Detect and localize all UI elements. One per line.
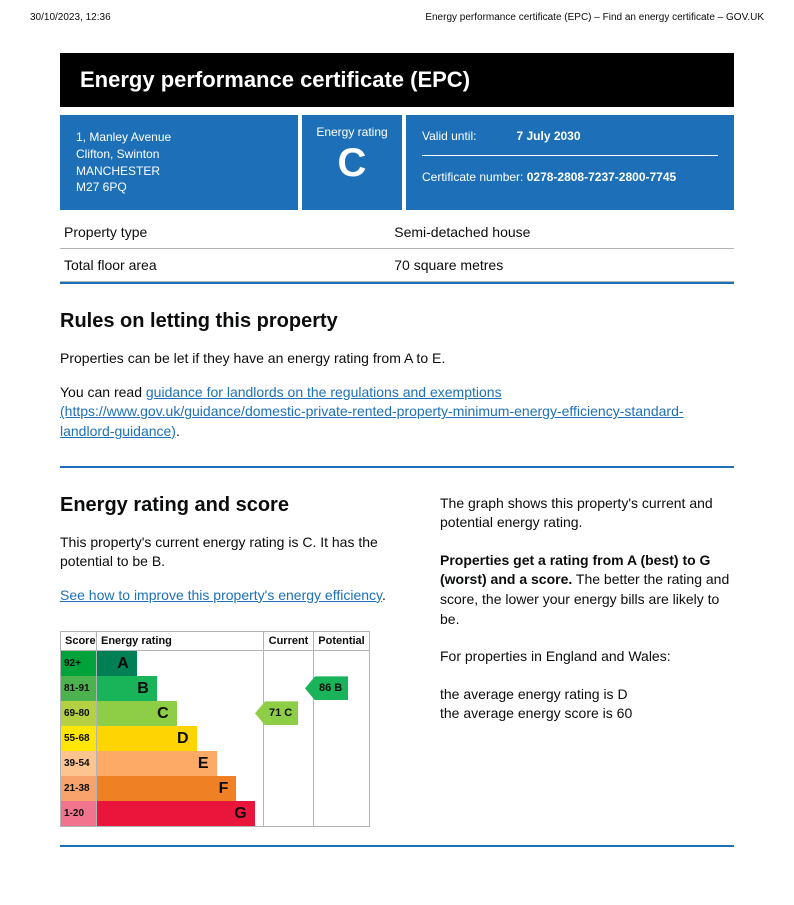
divider <box>60 845 734 847</box>
chart-band-bar: A <box>97 651 137 676</box>
address-line: M27 6PQ <box>76 179 282 196</box>
summary-panel: 1, Manley Avenue Clifton, Swinton MANCHE… <box>60 115 734 210</box>
chart-band-bar: C <box>97 701 177 726</box>
letting-p2: You can read guidance for landlords on t… <box>60 383 734 442</box>
rating-averages: the average energy rating is D the avera… <box>440 685 734 724</box>
chart-band-row: C <box>97 701 263 726</box>
chart-score-cell: 69-80 <box>61 701 96 726</box>
prop-value: Semi-detached house <box>390 216 734 249</box>
chart-band-bar: D <box>97 726 197 751</box>
valid-value: 7 July 2030 <box>516 129 580 143</box>
chart-col-rating: Energy rating <box>97 632 264 650</box>
valid-label: Valid until: <box>422 129 476 143</box>
print-title: Energy performance certificate (EPC) – F… <box>425 12 764 23</box>
letting-heading: Rules on letting this property <box>60 310 734 333</box>
letting-p1: Properties can be let if they have an en… <box>60 349 734 369</box>
rating-value: C <box>310 141 394 185</box>
table-row: Total floor area 70 square metres <box>60 249 734 282</box>
rating-range-text: Properties get a rating from A (best) to… <box>440 551 734 629</box>
chart-current-column: 71 C <box>264 651 314 826</box>
chart-bars-column: ABCDEFG <box>97 651 264 826</box>
landlord-guidance-link[interactable]: guidance for landlords on the regulation… <box>60 384 684 439</box>
chart-band-bar: E <box>97 751 217 776</box>
page-title: Energy performance certificate (EPC) <box>60 53 734 107</box>
chart-col-score: Score <box>61 632 97 650</box>
chart-band-bar: F <box>97 776 236 801</box>
prop-value: 70 square metres <box>390 249 734 282</box>
chart-col-potential: Potential <box>314 632 369 650</box>
address-line: MANCHESTER <box>76 163 282 180</box>
rating-heading: Energy rating and score <box>60 494 400 517</box>
table-row: Property type Semi-detached house <box>60 216 734 249</box>
address-line: Clifton, Swinton <box>76 146 282 163</box>
print-datetime: 30/10/2023, 12:36 <box>30 12 111 23</box>
rating-explainer: The graph shows this property's current … <box>440 494 734 533</box>
rating-current-text: This property's current energy rating is… <box>60 533 400 572</box>
chart-score-cell: 92+ <box>61 651 96 676</box>
chart-col-current: Current <box>264 632 314 650</box>
chart-score-cell: 55-68 <box>61 726 96 751</box>
rating-averages-lead: For properties in England and Wales: <box>440 647 734 667</box>
divider <box>60 282 734 284</box>
rating-right-column: The graph shows this property's current … <box>440 468 734 828</box>
rating-left-column: Energy rating and score This property's … <box>60 468 400 828</box>
chart-score-column: 92+81-9169-8055-6839-5421-381-20 <box>61 651 97 826</box>
print-header: 30/10/2023, 12:36 Energy performance cer… <box>0 0 794 23</box>
prop-label: Property type <box>60 216 390 249</box>
chart-band-row: E <box>97 751 263 776</box>
chart-score-cell: 81-91 <box>61 676 96 701</box>
prop-label: Total floor area <box>60 249 390 282</box>
property-table: Property type Semi-detached house Total … <box>60 216 734 282</box>
chart-band-row: D <box>97 726 263 751</box>
chart-band-bar: B <box>97 676 157 701</box>
improve-efficiency-link[interactable]: See how to improve this property's energ… <box>60 587 382 603</box>
chart-band-row: A <box>97 651 263 676</box>
chart-header: Score Energy rating Current Potential <box>61 632 369 651</box>
validity-block: Valid until: 7 July 2030 Certificate num… <box>406 115 734 210</box>
address-block: 1, Manley Avenue Clifton, Swinton MANCHE… <box>60 115 298 210</box>
chart-band-row: B <box>97 676 263 701</box>
chart-score-cell: 21-38 <box>61 776 96 801</box>
rating-block: Energy rating C <box>302 115 402 210</box>
chart-potential-column: 86 B <box>314 651 369 826</box>
chart-band-bar: G <box>97 801 255 826</box>
cert-value: 0278-2808-7237-2800-7745 <box>527 170 676 184</box>
cert-label: Certificate number: <box>422 170 523 184</box>
chart-score-cell: 1-20 <box>61 801 96 826</box>
address-line: 1, Manley Avenue <box>76 129 282 146</box>
chart-band-row: F <box>97 776 263 801</box>
energy-chart: Score Energy rating Current Potential 92… <box>60 631 370 827</box>
rating-label: Energy rating <box>310 125 394 139</box>
chart-band-row: G <box>97 801 263 826</box>
chart-score-cell: 39-54 <box>61 751 96 776</box>
document-body: Energy performance certificate (EPC) 1, … <box>0 23 794 887</box>
